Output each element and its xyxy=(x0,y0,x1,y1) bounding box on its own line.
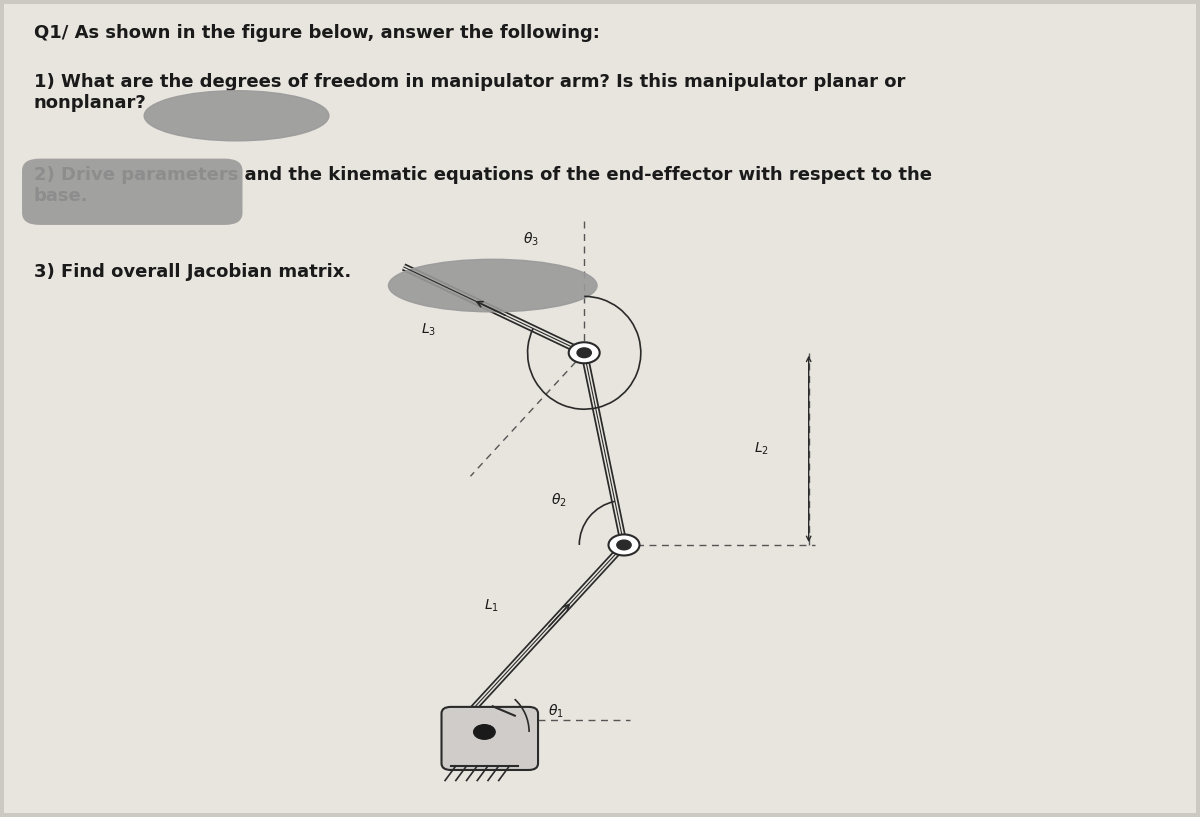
Text: $L_1$: $L_1$ xyxy=(485,598,499,614)
Text: $L_2$: $L_2$ xyxy=(754,440,768,457)
Text: $\theta_2$: $\theta_2$ xyxy=(551,492,566,509)
Circle shape xyxy=(569,342,600,364)
Circle shape xyxy=(474,725,496,739)
Text: $\theta_1$: $\theta_1$ xyxy=(548,703,564,721)
FancyBboxPatch shape xyxy=(442,707,538,770)
Circle shape xyxy=(608,534,640,556)
Text: $L_3$: $L_3$ xyxy=(421,322,436,338)
Text: 2) Drive parameters and the kinematic equations of the end-effector with respect: 2) Drive parameters and the kinematic eq… xyxy=(34,166,932,205)
Text: 3) Find overall Jacobian matrix.: 3) Find overall Jacobian matrix. xyxy=(34,263,352,281)
Text: $\theta_3$: $\theta_3$ xyxy=(523,231,539,248)
Circle shape xyxy=(577,348,592,358)
Text: Q1/ As shown in the figure below, answer the following:: Q1/ As shown in the figure below, answer… xyxy=(34,25,600,42)
Ellipse shape xyxy=(389,259,598,312)
Circle shape xyxy=(617,540,631,550)
Text: 1) What are the degrees of freedom in manipulator arm? Is this manipulator plana: 1) What are the degrees of freedom in ma… xyxy=(34,73,905,112)
Ellipse shape xyxy=(144,91,329,141)
FancyBboxPatch shape xyxy=(22,158,242,225)
